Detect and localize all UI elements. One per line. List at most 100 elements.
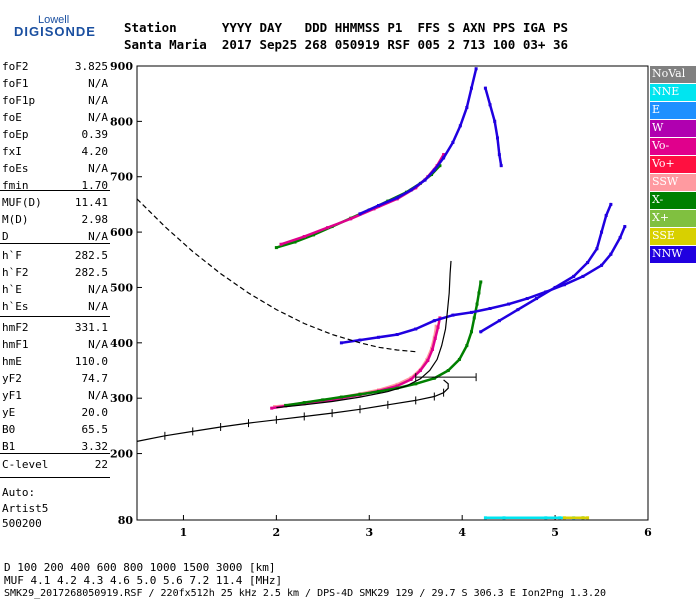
param-row: h`Es N/A xyxy=(2,300,108,315)
param-key: yF2 xyxy=(2,372,22,385)
param-row: foF1p N/A xyxy=(2,94,108,109)
param-key: h`Es xyxy=(2,300,29,313)
echo-trace xyxy=(377,333,399,339)
echo-trace xyxy=(432,324,438,339)
echo-trace xyxy=(604,202,613,218)
param-key: hmF2 xyxy=(2,321,29,334)
param-row: D N/A xyxy=(2,230,108,245)
legend-item: Vo+ xyxy=(650,156,696,173)
echo-trace xyxy=(377,386,399,394)
echo-trace xyxy=(423,168,437,182)
param-key: foF1p xyxy=(2,94,36,107)
param-value: 20.0 xyxy=(81,406,109,419)
echo-trace xyxy=(358,203,381,216)
param-key: foF1 xyxy=(2,77,29,90)
y-tick-label: 900 xyxy=(110,60,133,73)
echo-trace xyxy=(425,346,434,362)
echo-trace xyxy=(358,390,380,396)
plot-frame xyxy=(136,65,649,521)
echo-trace xyxy=(470,316,476,334)
param-separator xyxy=(0,453,110,454)
echo-trace xyxy=(451,310,473,317)
echo-trace xyxy=(395,188,413,200)
echo-trace xyxy=(430,336,437,351)
header-labels: Station YYYY DAY DDD HHMMSS P1 FFS S AXN… xyxy=(124,20,569,35)
param-value: N/A xyxy=(88,230,108,243)
echo-trace xyxy=(414,376,436,386)
echo-trace xyxy=(483,86,492,107)
echo-trace xyxy=(395,327,418,337)
x-tick-label: 3 xyxy=(365,526,373,539)
footer-file-info: SMK29_2017268050919.RSF / 220fx512h 25 k… xyxy=(4,588,607,599)
echo-trace xyxy=(432,313,455,323)
echo-trace xyxy=(451,124,462,145)
echo-trace xyxy=(457,343,469,362)
param-key: B1 xyxy=(2,440,16,453)
param-separator xyxy=(0,190,110,191)
echo-trace xyxy=(274,240,297,250)
echo-trace xyxy=(465,330,474,348)
echo-trace xyxy=(475,291,481,306)
header-values: Santa Maria 2017 Sep25 268 050919 RSF 00… xyxy=(124,37,569,52)
param-value: 65.5 xyxy=(81,423,109,436)
y-tick-label: 200 xyxy=(110,448,133,461)
param-key: M(D) xyxy=(2,213,29,226)
param-value: N/A xyxy=(88,94,108,107)
legend-item: NNW xyxy=(650,246,696,263)
logo-lowell-text: Lowell xyxy=(38,14,70,26)
echo-trace xyxy=(418,358,430,373)
param-row: h`F2 282.5 xyxy=(2,266,108,281)
legend-item: E xyxy=(650,102,696,119)
param-value: 3.825 xyxy=(74,60,108,73)
echo-trace xyxy=(325,217,353,230)
x-tick-label: 1 xyxy=(180,526,188,539)
echo-trace xyxy=(479,318,502,334)
param-key: yE xyxy=(2,406,16,419)
param-row: B1 3.32 xyxy=(2,440,108,455)
param-key: foEs xyxy=(2,162,29,175)
echo-trace xyxy=(599,252,613,268)
param-key: C-level xyxy=(2,458,49,471)
param-row: B0 65.5 xyxy=(2,423,108,438)
param-separator xyxy=(0,477,110,478)
param-key: foF2 xyxy=(2,60,29,73)
legend-item: SSE xyxy=(650,228,696,245)
param-value: 1.70 xyxy=(81,179,109,192)
param-value: 282.5 xyxy=(74,266,108,279)
param-row: h`F 282.5 xyxy=(2,249,108,264)
param-value: N/A xyxy=(88,389,108,402)
param-value: N/A xyxy=(88,111,108,124)
echo-trace xyxy=(446,357,462,373)
param-value: N/A xyxy=(88,300,108,313)
profile-curve xyxy=(276,260,452,409)
legend-item: NNE xyxy=(650,84,696,101)
echo-trace xyxy=(339,392,362,399)
param-value: 282.5 xyxy=(74,249,108,262)
param-key: hmF1 xyxy=(2,338,29,351)
param-row: yF1 N/A xyxy=(2,389,108,404)
dashed-trace-curve xyxy=(136,198,416,353)
param-row: yE 20.0 xyxy=(2,406,108,421)
param-value: 110.0 xyxy=(74,355,108,368)
echo-trace xyxy=(497,307,520,323)
echo-trace xyxy=(279,234,306,246)
legend-item: X- xyxy=(650,192,696,209)
param-row: M(D) 2.98 xyxy=(2,213,108,228)
x-tick-label: 5 xyxy=(551,526,559,539)
echo-trace xyxy=(302,226,330,239)
param-key: foE xyxy=(2,111,22,124)
echo-trace xyxy=(507,296,529,306)
y-tick-label: 600 xyxy=(110,226,133,239)
param-key: D xyxy=(2,230,9,243)
echo-trace xyxy=(458,105,469,128)
echo-trace xyxy=(585,246,599,265)
param-row: foEs N/A xyxy=(2,162,108,177)
param-row: MUF(D) 11.41 xyxy=(2,196,108,211)
param-row: hmE 110.0 xyxy=(2,355,108,370)
y-tick-label: 300 xyxy=(110,392,133,405)
echo-trace xyxy=(321,395,343,402)
y-tick-label: 80 xyxy=(118,514,134,527)
echo-trace xyxy=(395,376,413,387)
echo-trace xyxy=(433,325,440,340)
